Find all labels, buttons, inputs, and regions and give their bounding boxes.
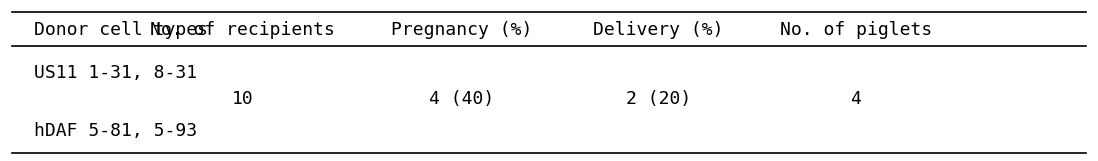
Text: 4: 4 xyxy=(850,90,861,109)
Text: No. of piglets: No. of piglets xyxy=(780,21,932,39)
Text: 10: 10 xyxy=(232,90,254,109)
Text: hDAF 5-81, 5-93: hDAF 5-81, 5-93 xyxy=(34,122,198,140)
Text: Donor cell types: Donor cell types xyxy=(34,21,209,39)
Text: No. of recipients: No. of recipients xyxy=(150,21,335,39)
Text: Delivery (%): Delivery (%) xyxy=(593,21,724,39)
Text: 4 (40): 4 (40) xyxy=(428,90,494,109)
Text: 2 (20): 2 (20) xyxy=(626,90,691,109)
Text: US11 1-31, 8-31: US11 1-31, 8-31 xyxy=(34,64,198,82)
Text: Pregnancy (%): Pregnancy (%) xyxy=(391,21,533,39)
